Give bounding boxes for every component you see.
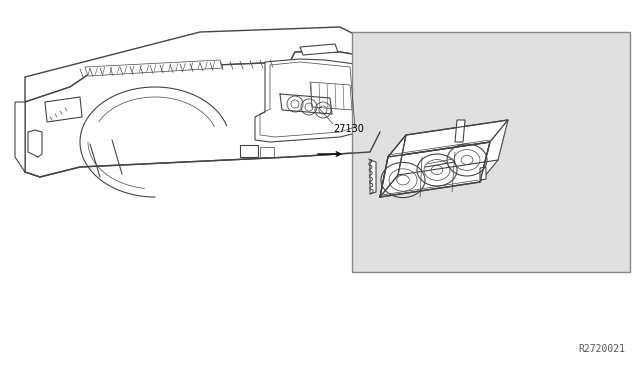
- Text: 27130: 27130: [333, 124, 364, 134]
- Bar: [240, 145, 258, 157]
- Polygon shape: [370, 160, 376, 194]
- Polygon shape: [15, 102, 25, 172]
- Polygon shape: [380, 135, 406, 197]
- Polygon shape: [388, 120, 508, 157]
- Text: R2720021: R2720021: [578, 344, 625, 354]
- Polygon shape: [25, 52, 380, 177]
- Polygon shape: [25, 27, 370, 102]
- Polygon shape: [480, 167, 486, 180]
- Bar: [260, 147, 274, 157]
- Polygon shape: [370, 57, 390, 152]
- Polygon shape: [45, 97, 82, 122]
- Polygon shape: [310, 82, 352, 110]
- Polygon shape: [380, 142, 490, 197]
- Polygon shape: [480, 120, 508, 182]
- Polygon shape: [85, 60, 223, 76]
- Bar: [352, 32, 630, 272]
- Polygon shape: [255, 59, 360, 142]
- Polygon shape: [455, 120, 465, 142]
- Polygon shape: [300, 44, 338, 55]
